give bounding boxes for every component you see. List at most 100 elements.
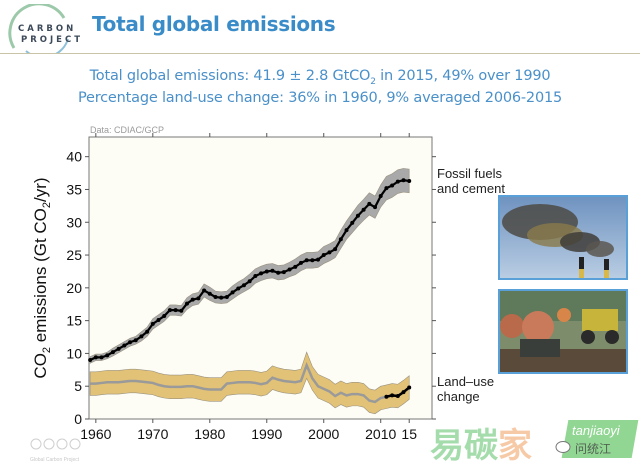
data-point [99,355,104,360]
x-tick-label: 1990 [251,426,282,442]
y-tick-label: 20 [66,280,82,296]
x-tick-label: 1970 [137,426,168,442]
source-note: Data: CDIAC/GCP [90,125,164,135]
data-point [401,178,406,183]
data-point [384,186,389,191]
data-point [190,297,195,302]
nc-icon [56,438,68,450]
data-point [264,269,269,274]
y-tick-label: 25 [66,247,82,263]
data-point [338,237,343,242]
data-point [236,286,241,291]
data-point [355,213,360,218]
data-point [253,274,258,279]
page-title: Total global emissions [92,12,336,36]
data-point [350,220,355,225]
data-point [304,258,309,263]
data-point [230,290,235,295]
data-point [316,257,321,262]
uncertainty-band-fossil [89,168,410,364]
watermark-wechat-text: 问统江 [575,442,612,456]
data-point [202,288,207,293]
data-point [276,270,281,275]
data-point [196,296,201,301]
watermark-char-2: 碳 [464,426,498,466]
data-point [407,178,412,183]
x-tick-label: 2010 [365,426,396,442]
y-axis-label-sub: 2 [41,347,53,353]
data-point [219,295,224,300]
data-point [133,338,138,343]
smokestacks-photo [498,195,628,280]
x-tick-label: 2000 [308,426,339,442]
watermark-chinese: 易碳家 [430,418,532,467]
data-point [270,268,275,273]
landuse-label-line-1: Land–use [437,374,495,389]
landuse-label-line-2: change [437,389,480,404]
subtitle-line-1: Total global emissions: 41.9 ± 2.8 GtCO2… [0,68,640,87]
data-point [259,271,264,276]
data-point [333,247,338,252]
data-point [361,207,366,212]
fossil-label-line-2: and cement [437,181,505,196]
y-axis-label: CO2 emissions (Gt CO2/yr) [31,177,53,378]
watermark-badge-text: tanjiaoyi [572,423,620,438]
y-tick-label: 30 [66,214,82,230]
y-axis-label-post: /yr) [31,177,50,202]
data-point [150,321,155,326]
cc-icon [30,438,42,450]
logging-photo [498,289,628,374]
data-point [185,301,189,306]
watermark-char-3: 家 [498,426,532,466]
data-point [298,260,303,265]
data-point [281,270,286,275]
x-tick-label: 1960 [80,426,111,442]
y-tick-label: 5 [74,378,82,394]
data-point [395,179,400,184]
subtitle-line-1-sub: 2 [370,76,376,87]
wechat-icon [555,441,571,453]
landuse-label: Land–use change [437,374,494,404]
data-point [167,308,172,313]
x-tick-label: 1980 [194,426,225,442]
data-point [207,291,212,296]
data-point [110,350,115,355]
data-point [145,329,150,334]
data-point [213,295,218,300]
sa-icon [69,438,81,450]
fossil-label: Fossil fuels and cement [437,166,505,196]
header-divider [0,53,640,54]
y-axis-label-co: CO [31,353,50,379]
logo-text-project: PROJECT [21,35,84,45]
cc-license-icons [30,438,81,450]
data-point [105,353,110,358]
data-point [390,183,395,188]
data-point [344,228,349,233]
data-point [310,258,315,263]
series-line-landuse [90,361,410,404]
data-point [293,264,298,269]
data-point [93,355,98,360]
subtitle-line-1-pre: Total global emissions: 41.9 ± 2.8 GtCO [89,68,371,84]
data-point [287,267,292,272]
y-tick-label: 35 [66,181,82,197]
data-point [162,314,167,319]
data-point [321,253,326,258]
license-text: Global Carbon Project [30,457,80,463]
data-point [179,308,184,313]
series-line-landuse-recent [386,386,410,398]
subtitle-line-1-post: in 2015, 49% over 1990 [375,68,551,84]
smokestacks-image [500,197,626,278]
data-point [224,295,229,300]
y-axis-label-mid: emissions (Gt CO [31,208,50,347]
watermark-char-1: 易 [430,426,464,466]
data-point [139,334,144,339]
data-point [128,340,133,345]
logo-text-carbon: CARBON [18,24,77,34]
data-point [367,201,372,206]
data-point [378,194,383,199]
fossil-label-line-1: Fossil fuels [437,166,503,181]
data-point [156,317,161,322]
y-tick-label: 40 [66,149,82,165]
